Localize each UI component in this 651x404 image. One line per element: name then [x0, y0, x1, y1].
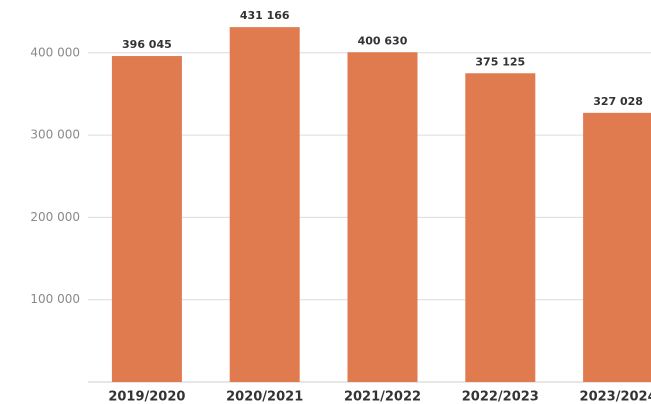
value-label: 396 045 [122, 38, 172, 51]
value-label: 400 630 [358, 34, 408, 47]
bar [583, 112, 651, 382]
bar [111, 56, 182, 382]
x-tick-label: 2022/2023 [462, 390, 539, 404]
x-tick-label: 2020/2021 [226, 390, 303, 404]
bar [465, 73, 536, 383]
x-tick-label: 2023/2024 [580, 390, 651, 404]
y-tick-label: 100 000 [30, 292, 80, 306]
y-tick-label: 200 000 [30, 210, 80, 224]
y-tick-label: 300 000 [30, 128, 80, 142]
bar [229, 27, 300, 383]
value-label: 327 028 [593, 95, 643, 108]
bar [347, 52, 418, 382]
x-tick-label: 2019/2020 [108, 390, 185, 404]
value-label: 431 166 [240, 9, 290, 22]
x-tick-label: 2021/2022 [344, 390, 421, 404]
value-label: 375 125 [475, 55, 525, 68]
y-tick-label: 400 000 [30, 45, 80, 59]
